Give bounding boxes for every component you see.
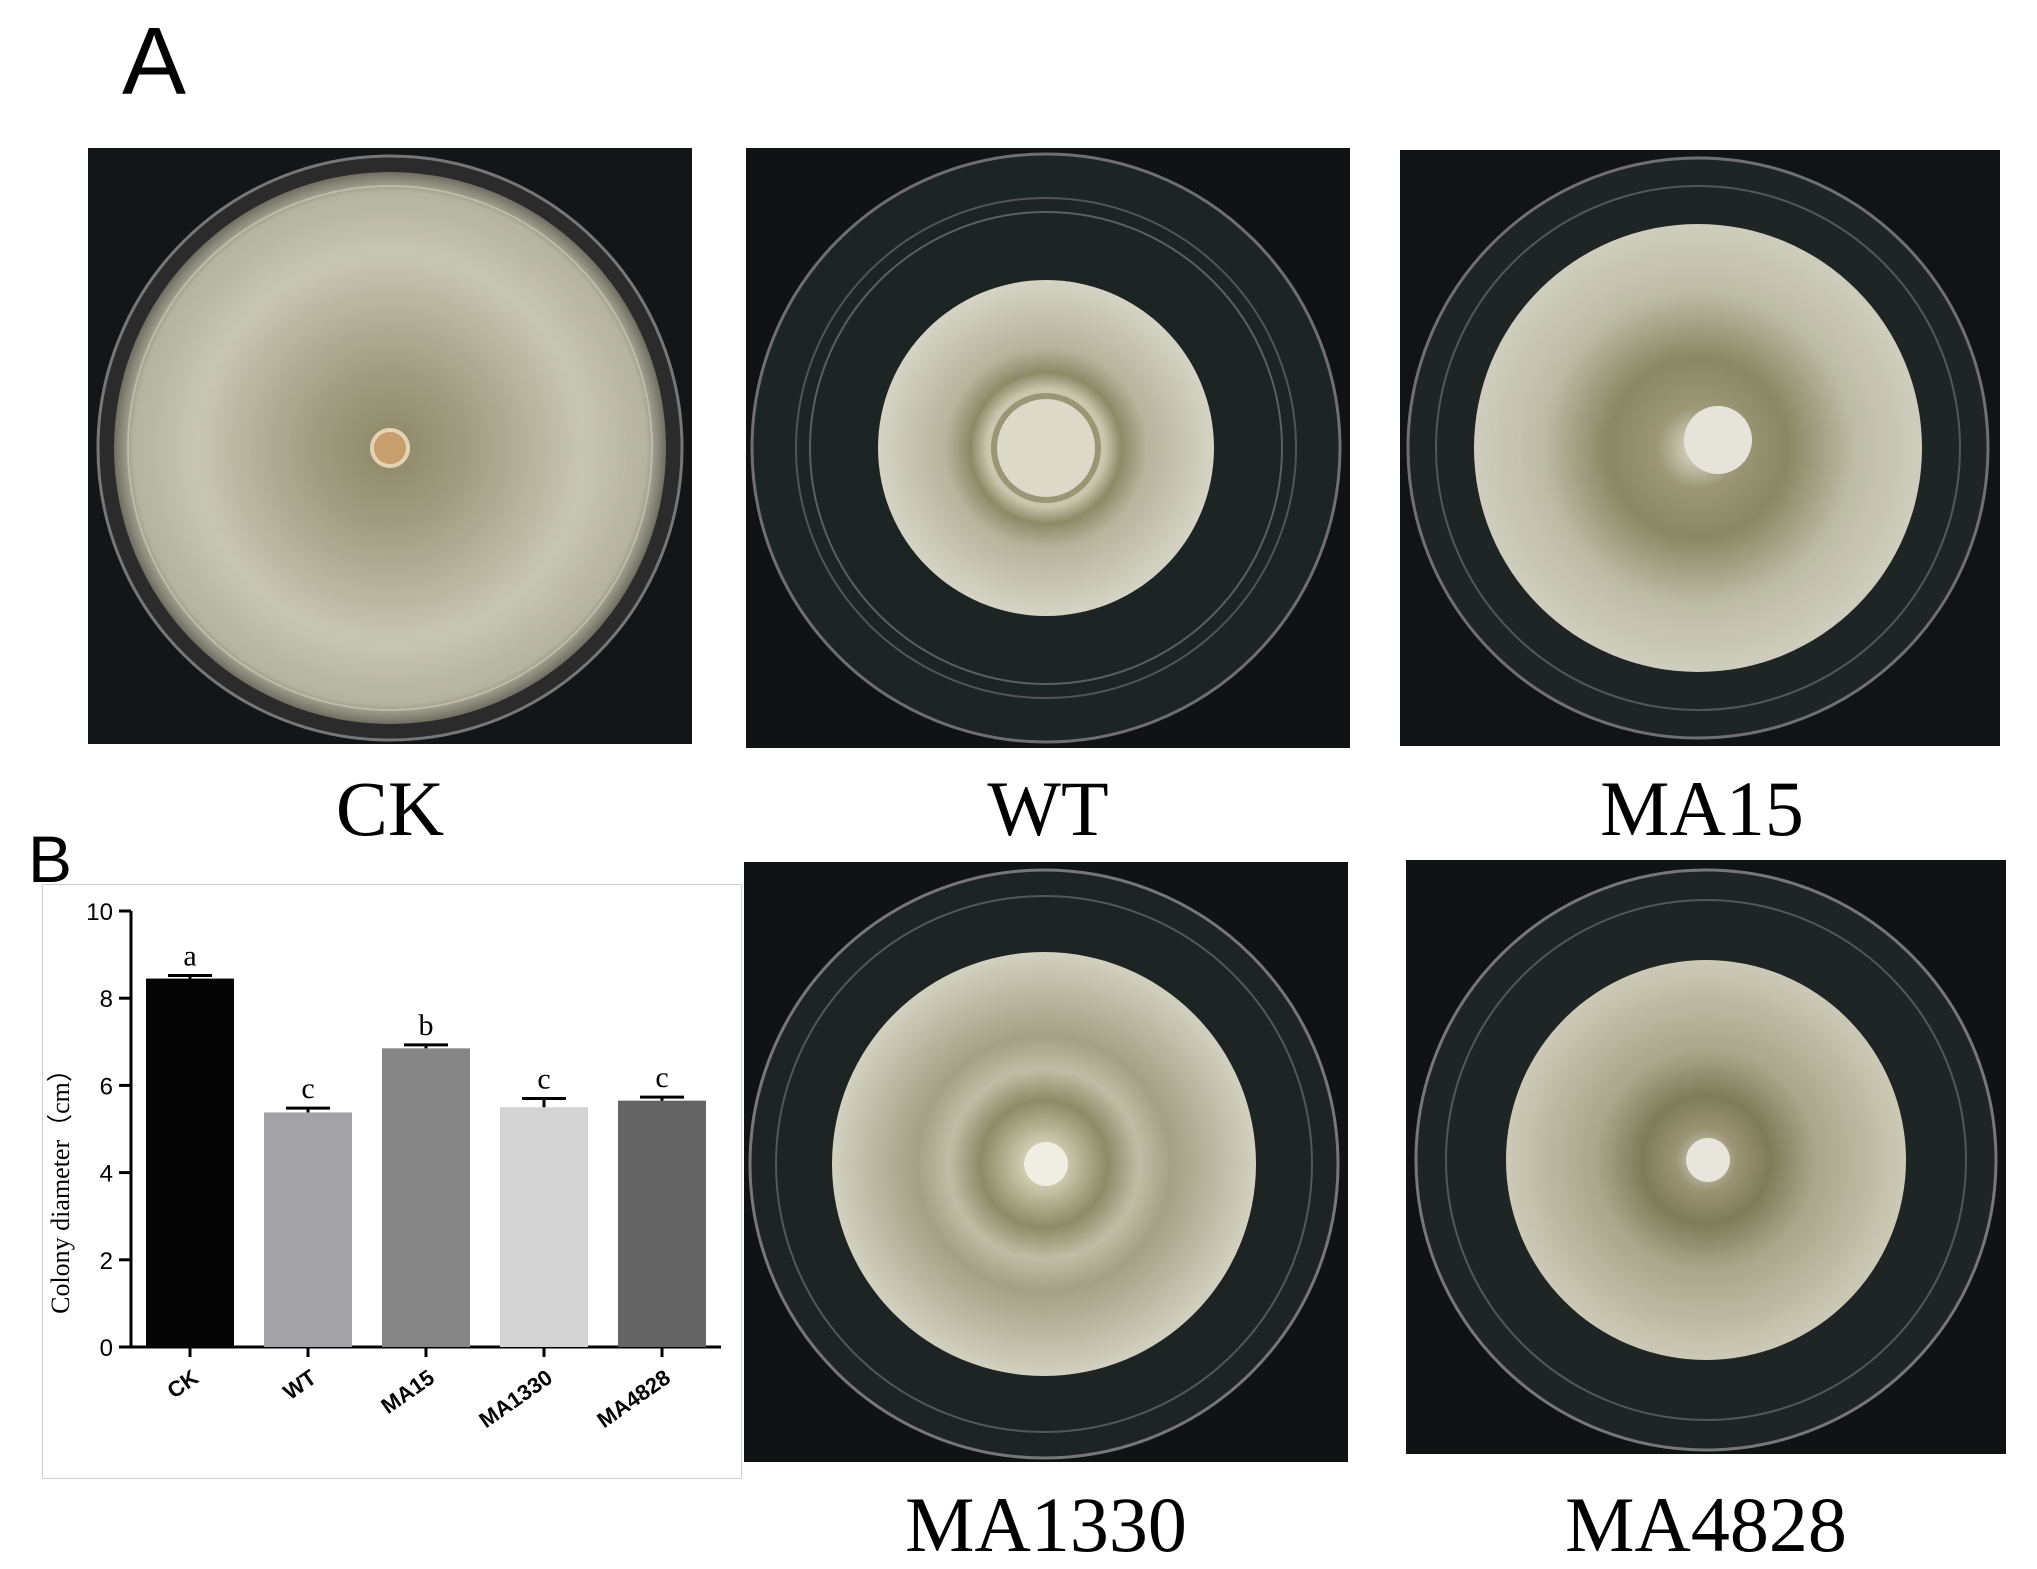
significance-letter: c — [301, 1072, 314, 1105]
bar-ma4828 — [618, 1100, 706, 1347]
dish-wt-illustration — [746, 148, 1350, 748]
bar-chart: Colony diameter（cm） 0 2 4 6 8 10 a CK c WT b MA15 c M… — [46, 899, 721, 1433]
dish-label-ck: CK — [335, 765, 445, 852]
dish-photo-wt — [746, 148, 1350, 748]
x-tick-label: MA15 — [376, 1365, 438, 1419]
dish-ma4828-illustration — [1406, 860, 2006, 1454]
y-tick-label: 0 — [100, 1335, 113, 1362]
significance-letter: c — [537, 1062, 550, 1095]
dish-label-ma4828: MA4828 — [1565, 1481, 1847, 1568]
bar-ma1330 — [500, 1107, 588, 1347]
significance-letter: a — [183, 940, 196, 973]
dish-label-ma1330: MA1330 — [905, 1481, 1187, 1568]
dish-photo-ck — [88, 148, 692, 744]
y-tick-label: 8 — [100, 986, 113, 1013]
dish-photo-ma15 — [1400, 150, 2000, 746]
x-tick-label: MA1330 — [474, 1365, 556, 1433]
dish-ma1330-illustration — [744, 862, 1348, 1462]
bar-wt — [264, 1112, 352, 1347]
y-axis-label: Colony diameter（cm） — [46, 1056, 75, 1314]
dish-ma15-illustration — [1400, 150, 2000, 746]
y-tick-label: 4 — [100, 1161, 113, 1188]
dish-ck-illustration — [88, 148, 692, 744]
bar-chart-panel: Colony diameter（cm） 0 2 4 6 8 10 a CK c WT b MA15 c M… — [42, 884, 742, 1479]
y-tick-label: 2 — [100, 1248, 113, 1275]
dish-photo-ma4828 — [1406, 860, 2006, 1454]
dish-label-ma15: MA15 — [1600, 765, 1804, 852]
significance-letter: c — [655, 1061, 668, 1094]
panel-a-label: A — [122, 8, 187, 115]
x-tick-label: MA4828 — [592, 1365, 674, 1433]
y-tick-label: 6 — [100, 1073, 113, 1100]
x-tick-label: CK — [162, 1365, 202, 1404]
panel-b-label: B — [28, 822, 73, 896]
bar-ma15 — [382, 1048, 470, 1347]
x-tick-label: WT — [279, 1364, 322, 1404]
significance-letter: b — [419, 1009, 434, 1042]
y-tick-label: 10 — [86, 899, 113, 926]
dish-label-wt: WT — [987, 765, 1109, 852]
dish-photo-ma1330 — [744, 862, 1348, 1462]
bar-ck — [146, 978, 234, 1347]
